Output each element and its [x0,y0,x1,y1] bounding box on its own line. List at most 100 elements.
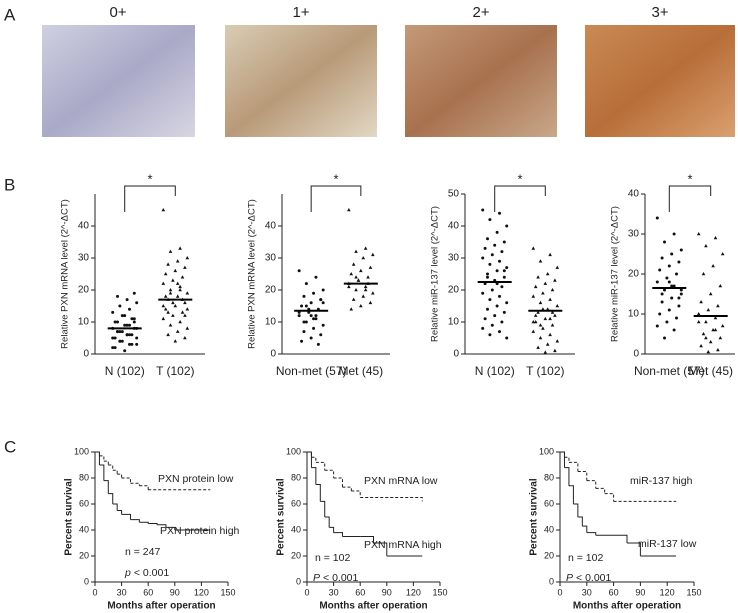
data-point [550,310,555,314]
y-tick-label: 60 [544,498,554,508]
data-point [312,326,316,330]
survival-step [560,451,565,458]
data-point [483,317,487,321]
data-point [178,320,182,324]
survival-step [568,461,579,472]
data-point [660,292,664,296]
data-point [663,336,666,340]
y-tick-label: 80 [79,472,89,482]
x-tick-label: 150 [686,587,701,597]
x-tick-label: 0 [92,587,97,597]
data-point [185,307,190,311]
data-point [711,328,715,332]
y-tick-label: 20 [79,550,89,560]
data-point [675,316,678,320]
data-point [304,282,308,286]
data-point [718,284,723,288]
data-point [168,323,173,327]
data-point [123,314,127,318]
data-point [505,224,509,228]
y-tick-label: 20 [291,550,301,560]
data-point [368,300,373,305]
data-point [128,342,131,346]
y-tick-label: 100 [286,446,301,456]
data-point [363,246,368,250]
ihc-image [585,25,735,137]
data-point [361,294,366,298]
survival-step [315,461,326,471]
data-point [125,323,129,327]
data-point [371,252,375,257]
data-point [120,314,124,318]
data-point [123,323,127,327]
y-tick-label: 50 [448,189,460,200]
data-point [314,275,318,279]
data-point [665,320,669,324]
data-point [548,297,552,301]
data-point [718,336,723,340]
data-point [321,288,325,292]
data-point [302,320,306,324]
x-tick-label: 0 [304,587,309,597]
data-point [713,236,718,240]
data-point [679,292,683,296]
survival-step [333,532,343,537]
y-tick-label: 20 [544,550,554,560]
data-point [128,307,131,311]
x-tick-label: 120 [194,587,209,597]
data-point [502,269,506,273]
data-point [351,262,356,266]
survival-step [595,487,606,494]
data-point [180,275,185,279]
survival-step [342,486,352,491]
data-point [185,326,190,330]
data-point [550,323,555,327]
data-point [118,304,122,308]
survival-step [165,526,176,530]
survival-step [315,484,321,502]
y-tick-label: 20 [78,285,90,296]
data-point [481,326,485,330]
x-tick-label: 150 [432,587,447,597]
data-point [488,333,492,337]
survival-step [307,451,312,468]
x-tick-label: 120 [660,587,675,597]
data-point [321,323,325,327]
survival-step [112,469,118,475]
data-point [677,296,681,300]
data-point [135,336,139,340]
p-annotation: p < 0.001 [124,567,169,579]
data-point [658,312,662,316]
survival-step [157,524,167,528]
y-axis-label: Relative miR-137 level (2^-ΔCT) [430,206,441,342]
data-point [498,211,501,215]
data-point [495,269,499,273]
data-point [171,278,175,282]
data-point [679,288,683,292]
y-axis-label: Percent survival [64,478,75,555]
data-point [696,232,701,236]
data-point [488,218,492,222]
ihc-image [225,25,377,137]
data-point [349,272,354,276]
survival-step [360,497,423,502]
data-point [175,329,180,333]
data-point [701,272,706,276]
y-tick-label: 30 [78,253,90,264]
data-point [531,294,536,298]
x-tick-label: 0 [557,587,562,597]
data-point [183,265,187,269]
panel-label: C [4,437,16,456]
data-point [488,262,492,266]
image-label: 0+ [109,4,126,21]
data-point [555,339,560,343]
y-axis-label: Percent survival [276,478,287,555]
p-value: < 0.001 [134,567,169,579]
survival-step [95,451,100,456]
data-point [498,330,501,334]
y-tick-label: 40 [448,221,460,232]
y-axis-label: Relative miR-137 level (2^-ΔCT) [610,206,621,342]
survival-step [99,464,105,481]
survival-step [139,485,149,490]
